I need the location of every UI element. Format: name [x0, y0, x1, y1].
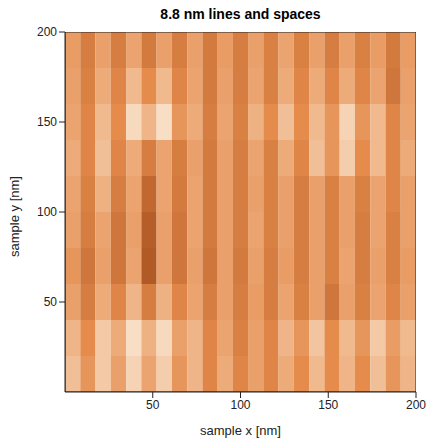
svg-text:sample y [nm]: sample y [nm]: [7, 176, 22, 257]
svg-text:50: 50: [146, 398, 160, 412]
svg-text:100: 100: [37, 205, 57, 219]
svg-text:100: 100: [230, 398, 250, 412]
svg-text:150: 150: [318, 398, 338, 412]
svg-text:50: 50: [44, 295, 58, 309]
html-text:8.8 nm lines and spaces: 8.8 nm lines and spaces: [160, 6, 321, 22]
svg-text:sample x [nm]: sample x [nm]: [200, 423, 281, 438]
svg-text:200: 200: [406, 398, 426, 412]
svg-text:150: 150: [37, 115, 57, 129]
svg-text:200: 200: [37, 26, 57, 39]
